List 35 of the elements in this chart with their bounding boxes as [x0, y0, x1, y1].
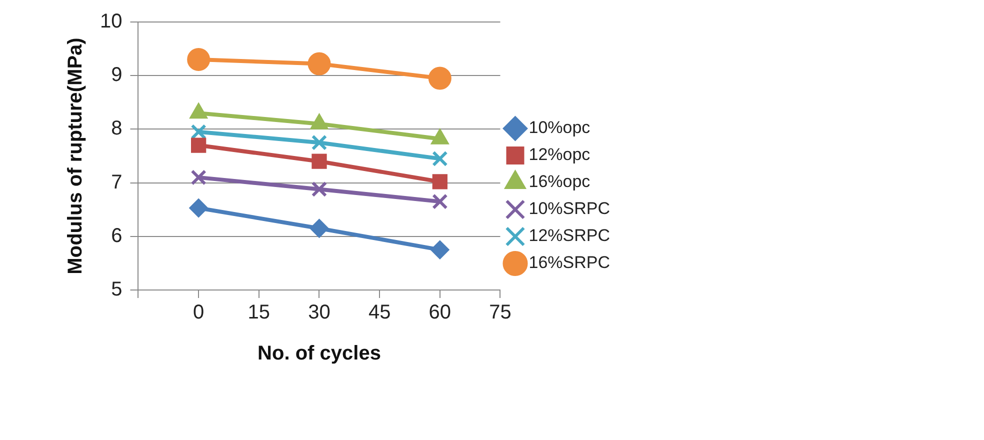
- point: [432, 194, 448, 210]
- point: [191, 138, 206, 153]
- x-tick-label: 60: [428, 302, 452, 324]
- point: [190, 124, 206, 140]
- point: [311, 134, 328, 150]
- y-tick-label: 6: [111, 224, 122, 247]
- point: [310, 218, 329, 238]
- legend-label: 10%SRPC: [528, 199, 610, 218]
- x-tick-label: 75: [489, 302, 512, 324]
- x-tick-label: 0: [193, 302, 204, 324]
- y-tick-label: 10: [100, 10, 122, 33]
- x-tick-label: 30: [308, 302, 330, 324]
- y-tick-label: 9: [111, 64, 122, 86]
- x-tick-label: 15: [248, 302, 270, 324]
- point: [187, 48, 210, 72]
- point: [432, 150, 448, 167]
- x-axis-title: No. of cycles: [258, 342, 381, 365]
- legend-label: 16%opc: [528, 172, 591, 192]
- point: [432, 174, 448, 190]
- point: [308, 52, 331, 76]
- x-tick-label: 45: [368, 302, 391, 324]
- point: [189, 198, 208, 218]
- y-tick-label: 7: [111, 171, 122, 194]
- point: [428, 66, 452, 90]
- point: [312, 154, 327, 169]
- legend-label: 16%SRPC: [528, 253, 610, 272]
- point: [311, 181, 328, 198]
- y-tick-label: 5: [111, 278, 122, 301]
- legend-label: 12%opc: [528, 145, 591, 164]
- point: [430, 240, 450, 260]
- legend-label: 12%SRPC: [528, 226, 610, 246]
- y-tick-label: 8: [111, 118, 122, 140]
- point: [190, 170, 206, 186]
- legend-label: 10%opc: [528, 118, 591, 138]
- y-axis-title: Modulus of rupture(MPa): [64, 38, 87, 274]
